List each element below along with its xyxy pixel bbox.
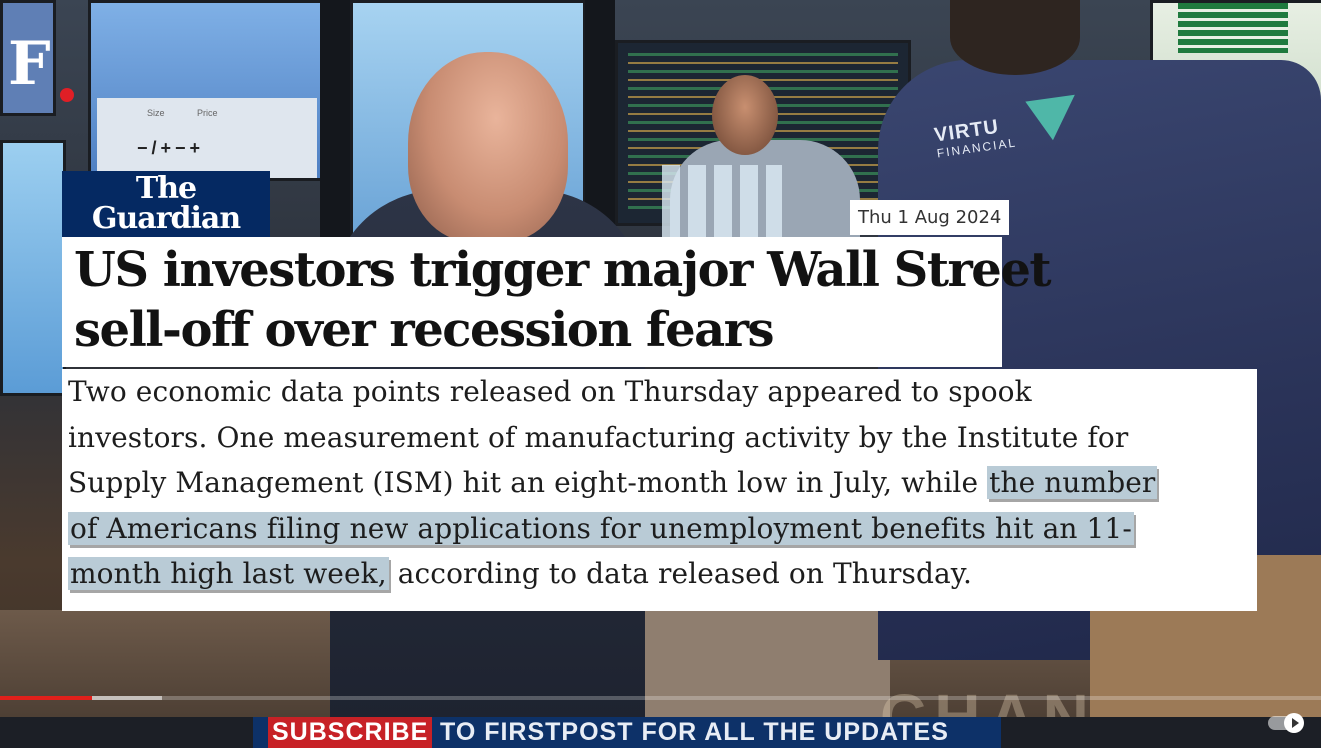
monitor-label: Size [147, 108, 165, 118]
water-bottles [662, 165, 782, 240]
article-body: Two economic data points released on Thu… [68, 369, 1158, 597]
trader-mid-head [712, 75, 778, 155]
trader-right-head [950, 0, 1080, 75]
ticker-text: TO FIRSTPOST FOR ALL THE UPDATES [440, 718, 949, 746]
subscribe-label: SUBSCRIBE [268, 717, 433, 748]
masthead-line-1: The [135, 171, 197, 206]
body-line-2: investors. One measurement of manufactur… [68, 420, 1129, 454]
logo-dot-icon [60, 88, 74, 102]
monitor: Size Price −/+−+ [88, 0, 324, 181]
virtu-check-icon [1025, 94, 1081, 144]
body-line-3: Supply Management (ISM) hit an eight-mon… [68, 466, 988, 499]
headline-line-2: sell-off over recession fears [74, 302, 775, 358]
article-date: Thu 1 Aug 2024 [850, 200, 1010, 235]
monitor-label: Price [197, 108, 218, 118]
body-line-1: Two economic data points released on Thu… [68, 375, 1032, 408]
article-body-box: Two economic data points released on Thu… [62, 369, 1257, 611]
monitor-rows [1178, 3, 1288, 53]
highlighted-text: of Americans filing new applications for… [68, 511, 1134, 545]
trader-left-head [408, 52, 568, 242]
autoplay-toggle[interactable] [1268, 713, 1304, 733]
guardian-masthead: The Guardian [62, 171, 270, 237]
body-line-5: according to data released on Thursday. [388, 557, 972, 590]
highlighted-text: the number [987, 466, 1158, 499]
masthead-line-2: Guardian [91, 201, 241, 236]
monitor-panel: Size Price −/+−+ [97, 98, 317, 178]
progress-played [0, 696, 93, 700]
pillar [585, 0, 615, 240]
headline-line-1: US investors trigger major Wall Street [74, 242, 1052, 298]
headline-box: US investors trigger major Wall Street s… [62, 237, 1052, 367]
monitor-label: −/+−+ [137, 138, 205, 158]
counter [640, 610, 890, 720]
monitor [0, 0, 56, 116]
pillar [320, 0, 350, 240]
highlighted-text: month high last week, [68, 557, 389, 590]
play-toggle-icon [1284, 713, 1304, 733]
firstpost-logo: F [8, 30, 74, 108]
logo-letter: F [8, 29, 51, 99]
article-headline: US investors trigger major Wall Street s… [74, 240, 1052, 360]
video-progress-bar[interactable] [0, 696, 1321, 700]
monitor [0, 140, 66, 396]
